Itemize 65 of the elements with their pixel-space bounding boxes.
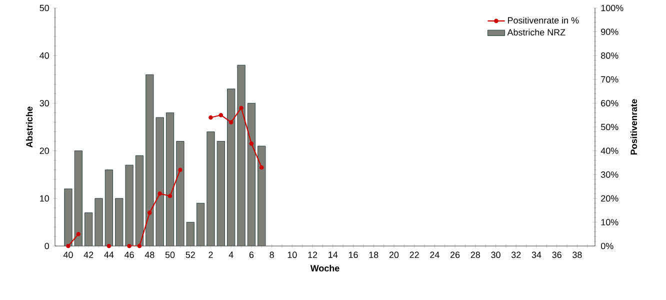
x-tick-label: 40: [63, 252, 73, 258]
x-tick-label: 6: [249, 252, 254, 258]
point: [228, 120, 234, 124]
point: [218, 112, 224, 118]
y-axis-title: Abstriche: [26, 106, 33, 148]
point: [137, 244, 142, 248]
y2-tick-label: 20%: [601, 195, 618, 202]
x-tick-label: 32: [511, 252, 521, 258]
x-tick-label: 34: [532, 252, 542, 258]
x-tick-label: 20: [389, 252, 399, 258]
x-tick-label: 14: [328, 252, 338, 258]
x-tick-label: 50: [165, 252, 175, 258]
point: [106, 244, 112, 248]
y-tick-label: 0: [44, 242, 50, 250]
y2-tick-label: 70%: [601, 76, 618, 83]
y-tick-label: 30: [40, 100, 50, 106]
x-tick-label: 30: [491, 252, 500, 258]
point: [66, 244, 70, 248]
x-tick-label: 38: [572, 252, 582, 258]
point: [168, 194, 172, 198]
x-axis-title: Woche: [310, 264, 340, 272]
point: [127, 244, 132, 248]
x-tick-label: 26: [450, 252, 460, 258]
x-tick-label: 44: [104, 252, 114, 258]
bar: [125, 164, 134, 246]
x-tick-label: 16: [348, 252, 358, 258]
x-tick-label: 18: [369, 252, 378, 258]
legend-label: Abstriche NRZ: [507, 28, 566, 36]
y-tick-label: 40: [40, 52, 50, 59]
x-tick-label: 12: [308, 252, 318, 258]
point: [239, 106, 244, 110]
y-tick-label: 50: [40, 4, 50, 12]
y2-tick-label: 40%: [600, 148, 618, 154]
x-tick-label: 46: [124, 252, 134, 258]
x-tick-label: 8: [270, 252, 274, 258]
x-tick-label: 24: [430, 252, 440, 258]
y2-tick-label: 50%: [601, 124, 618, 130]
bar: [104, 170, 114, 246]
y2-tick-label: 80%: [601, 52, 618, 59]
x-tick-label: 36: [552, 252, 562, 258]
y2-tick-label: 30%: [601, 171, 618, 178]
x-tick-label: 22: [410, 252, 419, 258]
point: [178, 168, 182, 172]
y2-tick-label: 60%: [601, 100, 618, 106]
y2-axis-title: Positivenrate: [630, 99, 638, 155]
x-tick-label: 52: [186, 252, 195, 258]
legend-label: Positivenrate in %: [508, 16, 579, 24]
y-tick-label: 10: [40, 195, 50, 202]
y2-tick-label: 10%: [601, 219, 618, 226]
x-tick-label: 2: [208, 252, 213, 258]
point: [208, 115, 213, 120]
point: [259, 165, 264, 170]
y2-tick-label: 90%: [601, 28, 618, 35]
x-tick-label: 10: [288, 252, 297, 258]
x-tick-label: 42: [84, 252, 94, 258]
y2-tick-label: 0%: [601, 242, 614, 250]
x-tick-label: 48: [144, 252, 154, 258]
point: [158, 191, 162, 196]
point: [249, 142, 254, 146]
x-tick-label: 4: [228, 252, 234, 258]
x-tick-label: 28: [470, 252, 480, 258]
point: [148, 210, 152, 215]
y-tick-label: 20: [40, 148, 50, 154]
point: [76, 232, 81, 236]
y2-tick-label: 100%: [601, 4, 624, 12]
